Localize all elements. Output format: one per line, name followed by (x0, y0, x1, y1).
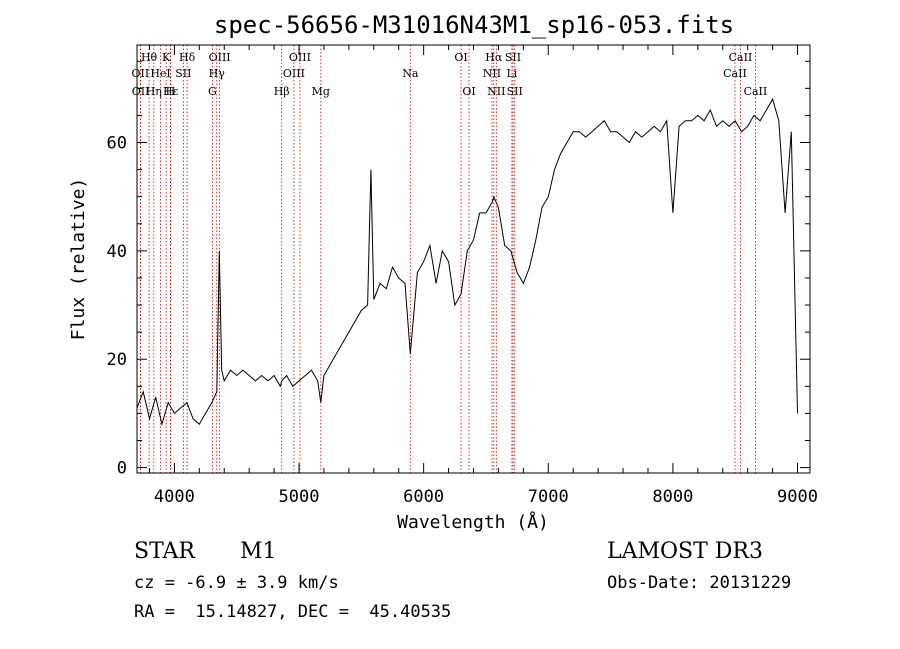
line-marker-label: Na (402, 67, 419, 80)
line-marker-label: Hα (485, 51, 503, 64)
line-marker-label: Hε (163, 85, 179, 98)
line-marker-label: Hβ (274, 85, 290, 98)
line-marker-label: Hδ (179, 51, 196, 64)
line-marker-label: K (162, 51, 171, 64)
coordinates: RA = 15.14827, DEC = 45.40535 (134, 602, 452, 622)
object-type: STAR (134, 539, 195, 564)
line-marker-label: OII (132, 67, 150, 80)
line-marker-label: OI (462, 85, 475, 98)
y-tick-label: 20 (107, 350, 127, 370)
line-marker-label: OIII (283, 67, 305, 80)
y-axis-label: Flux (relative) (68, 178, 89, 341)
line-marker-label: SII (505, 51, 521, 64)
x-tick-label: 7000 (528, 487, 569, 507)
line-marker-label: G (208, 85, 217, 98)
line-marker-label: CaII (729, 51, 753, 64)
line-marker-label: Li (506, 67, 517, 80)
line-marker-label: Hγ (209, 67, 226, 80)
chart-title: spec-56656-M31016N43M1_sp16-053.fits (214, 11, 734, 39)
x-tick-label: 6000 (403, 487, 444, 507)
line-marker-label: NII (483, 67, 501, 80)
line-marker-label: Mg (312, 85, 330, 98)
line-marker-label: H (166, 85, 176, 98)
line-marker-label: HeI (150, 67, 170, 80)
line-marker-label: OIII (209, 51, 231, 64)
line-marker-label: Hθ (141, 51, 158, 64)
y-tick-label: 60 (107, 134, 127, 154)
y-tick-label: 40 (107, 242, 127, 262)
line-marker-label: CaII (744, 85, 768, 98)
line-marker-label: OII (132, 85, 150, 98)
line-marker-label: Hη (146, 85, 162, 98)
line-marker-label: SII (507, 85, 523, 98)
line-marker-label: CaII (723, 67, 747, 80)
x-tick-label: 5000 (279, 487, 320, 507)
line-marker-label: NII (487, 85, 505, 98)
x-tick-label: 4000 (154, 487, 195, 507)
redshift-velocity: cz = -6.9 ± 3.9 km/s (134, 573, 339, 593)
y-axis-ticks: 0 20 40 60 (107, 60, 810, 479)
spectrum-line (136, 97, 798, 427)
x-tick-label: 8000 (652, 487, 693, 507)
line-marker-label: SII (175, 67, 191, 80)
y-tick-label: 0 (117, 459, 127, 479)
observation-date: Obs-Date: 20131229 (607, 573, 792, 593)
survey-name: LAMOST DR3 (607, 539, 763, 564)
line-markers (139, 45, 756, 473)
object-subclass: M1 (240, 539, 277, 564)
x-axis-ticks: 4000 5000 6000 7000 8000 9000 (148, 45, 818, 507)
line-marker-label: OIII (289, 51, 311, 64)
plot-frame (136, 44, 811, 474)
x-axis-label: Wavelength (Å) (397, 511, 549, 533)
x-tick-label: 9000 (777, 487, 818, 507)
line-marker-label: OI (454, 51, 467, 64)
